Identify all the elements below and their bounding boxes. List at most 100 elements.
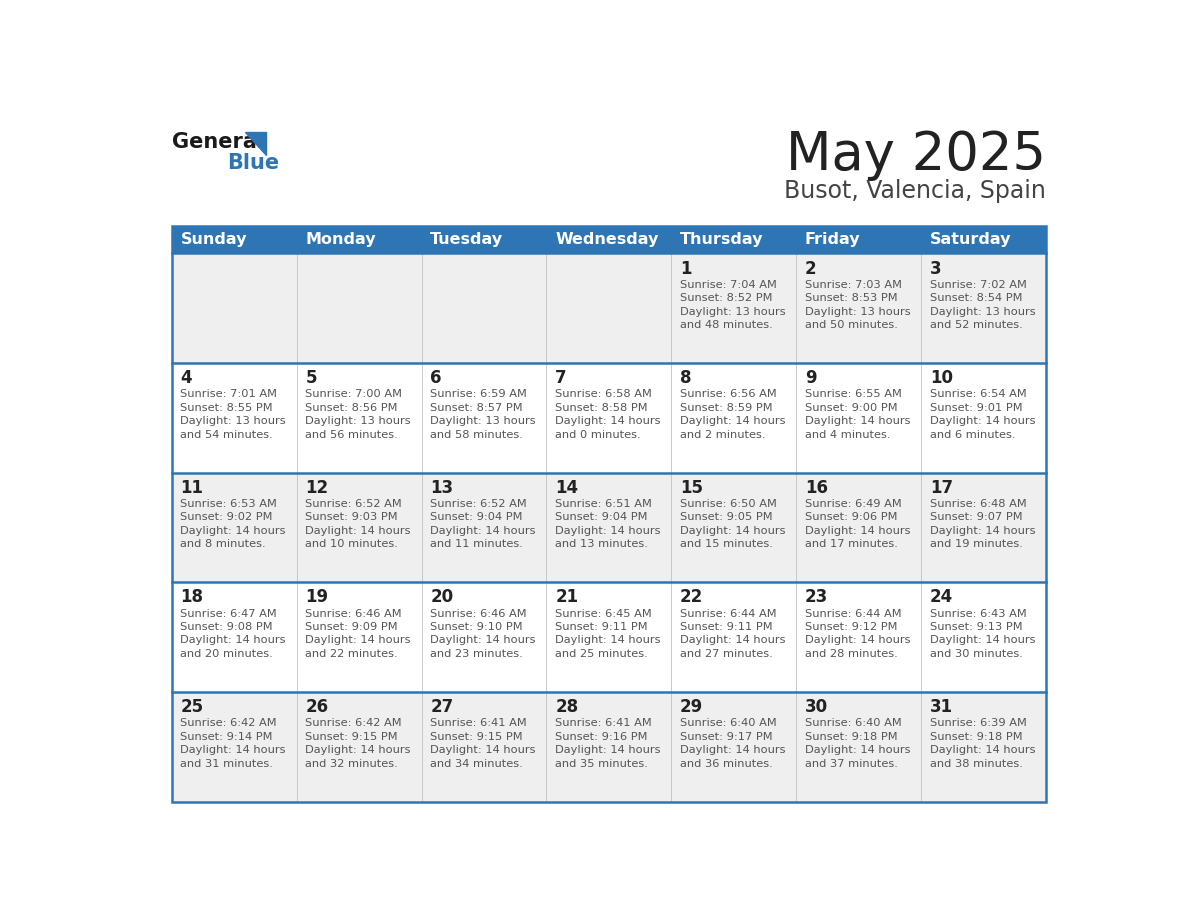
Text: and 23 minutes.: and 23 minutes. <box>430 649 523 659</box>
Text: Sunset: 9:12 PM: Sunset: 9:12 PM <box>805 622 897 632</box>
Bar <box>796 473 921 582</box>
Text: 7: 7 <box>555 369 567 387</box>
Text: Daylight: 13 hours: Daylight: 13 hours <box>805 307 910 317</box>
Text: Thursday: Thursday <box>680 232 764 247</box>
Text: Sunrise: 6:47 AM: Sunrise: 6:47 AM <box>181 609 277 619</box>
Text: Daylight: 14 hours: Daylight: 14 hours <box>680 526 785 536</box>
Bar <box>172 226 1045 801</box>
Bar <box>546 363 671 473</box>
Bar <box>671 582 796 692</box>
Bar <box>671 253 796 363</box>
Text: Sunrise: 7:02 AM: Sunrise: 7:02 AM <box>930 280 1026 289</box>
Text: 22: 22 <box>680 588 703 607</box>
Text: Sunset: 9:14 PM: Sunset: 9:14 PM <box>181 732 273 742</box>
Text: Sunset: 9:05 PM: Sunset: 9:05 PM <box>680 512 772 522</box>
Bar <box>546 226 671 253</box>
Text: and 54 minutes.: and 54 minutes. <box>181 430 273 440</box>
Bar <box>172 582 297 692</box>
Text: Sunrise: 7:04 AM: Sunrise: 7:04 AM <box>680 280 777 289</box>
Text: Sunset: 9:16 PM: Sunset: 9:16 PM <box>555 732 647 742</box>
Text: 17: 17 <box>930 479 953 497</box>
Text: and 6 minutes.: and 6 minutes. <box>930 430 1016 440</box>
Text: Sunrise: 6:44 AM: Sunrise: 6:44 AM <box>805 609 902 619</box>
Text: and 22 minutes.: and 22 minutes. <box>305 649 398 659</box>
Text: Sunrise: 6:42 AM: Sunrise: 6:42 AM <box>305 718 402 728</box>
Text: Sunset: 9:07 PM: Sunset: 9:07 PM <box>930 512 1023 522</box>
Bar <box>796 692 921 801</box>
Bar <box>796 226 921 253</box>
Text: and 35 minutes.: and 35 minutes. <box>555 758 647 768</box>
Text: Sunrise: 6:42 AM: Sunrise: 6:42 AM <box>181 718 277 728</box>
Text: Sunset: 9:04 PM: Sunset: 9:04 PM <box>555 512 647 522</box>
Text: Sunset: 9:01 PM: Sunset: 9:01 PM <box>930 403 1023 413</box>
Text: and 0 minutes.: and 0 minutes. <box>555 430 640 440</box>
Text: Daylight: 14 hours: Daylight: 14 hours <box>805 635 910 645</box>
Text: 14: 14 <box>555 479 579 497</box>
Bar <box>172 473 297 582</box>
Text: Sunset: 8:59 PM: Sunset: 8:59 PM <box>680 403 772 413</box>
Bar <box>297 692 422 801</box>
Bar <box>422 692 546 801</box>
Text: and 28 minutes.: and 28 minutes. <box>805 649 898 659</box>
Bar <box>172 226 297 253</box>
Text: Sunrise: 6:44 AM: Sunrise: 6:44 AM <box>680 609 777 619</box>
Text: Sunrise: 6:56 AM: Sunrise: 6:56 AM <box>680 389 777 399</box>
Bar <box>422 582 546 692</box>
Text: Sunset: 9:18 PM: Sunset: 9:18 PM <box>930 732 1023 742</box>
Text: Daylight: 14 hours: Daylight: 14 hours <box>930 745 1035 756</box>
Text: 31: 31 <box>930 698 953 716</box>
Text: Daylight: 13 hours: Daylight: 13 hours <box>430 416 536 426</box>
Text: and 27 minutes.: and 27 minutes. <box>680 649 772 659</box>
Text: 1: 1 <box>680 260 691 277</box>
Text: Daylight: 14 hours: Daylight: 14 hours <box>555 526 661 536</box>
Text: Daylight: 14 hours: Daylight: 14 hours <box>805 526 910 536</box>
Text: General: General <box>172 131 264 151</box>
Text: and 30 minutes.: and 30 minutes. <box>930 649 1023 659</box>
Text: Sunrise: 6:49 AM: Sunrise: 6:49 AM <box>805 498 902 509</box>
Text: Monday: Monday <box>305 232 377 247</box>
Text: 30: 30 <box>805 698 828 716</box>
Text: 9: 9 <box>805 369 816 387</box>
Bar <box>796 363 921 473</box>
Text: and 10 minutes.: and 10 minutes. <box>305 539 398 549</box>
Bar <box>546 582 671 692</box>
Text: Sunrise: 6:51 AM: Sunrise: 6:51 AM <box>555 498 652 509</box>
Text: Daylight: 14 hours: Daylight: 14 hours <box>555 745 661 756</box>
Text: Wednesday: Wednesday <box>555 232 658 247</box>
Text: Sunset: 8:55 PM: Sunset: 8:55 PM <box>181 403 273 413</box>
Text: Sunrise: 6:41 AM: Sunrise: 6:41 AM <box>555 718 652 728</box>
Text: Sunset: 9:02 PM: Sunset: 9:02 PM <box>181 512 273 522</box>
Bar <box>921 582 1045 692</box>
Text: 28: 28 <box>555 698 579 716</box>
Text: Sunrise: 6:46 AM: Sunrise: 6:46 AM <box>305 609 402 619</box>
Text: Sunset: 8:52 PM: Sunset: 8:52 PM <box>680 293 772 303</box>
Bar <box>796 253 921 363</box>
Text: Daylight: 13 hours: Daylight: 13 hours <box>181 416 286 426</box>
Text: Daylight: 14 hours: Daylight: 14 hours <box>805 416 910 426</box>
Text: Saturday: Saturday <box>930 232 1011 247</box>
Text: Daylight: 14 hours: Daylight: 14 hours <box>680 745 785 756</box>
Text: Sunset: 9:18 PM: Sunset: 9:18 PM <box>805 732 898 742</box>
Text: 26: 26 <box>305 698 329 716</box>
Text: Daylight: 14 hours: Daylight: 14 hours <box>181 635 286 645</box>
Text: and 13 minutes.: and 13 minutes. <box>555 539 647 549</box>
Bar <box>172 253 297 363</box>
Polygon shape <box>246 132 266 155</box>
Text: 4: 4 <box>181 369 192 387</box>
Text: Sunrise: 7:00 AM: Sunrise: 7:00 AM <box>305 389 403 399</box>
Text: and 32 minutes.: and 32 minutes. <box>305 758 398 768</box>
Text: Blue: Blue <box>228 152 279 173</box>
Text: 25: 25 <box>181 698 203 716</box>
Text: Daylight: 14 hours: Daylight: 14 hours <box>680 416 785 426</box>
Text: Daylight: 14 hours: Daylight: 14 hours <box>555 416 661 426</box>
Text: Sunrise: 6:54 AM: Sunrise: 6:54 AM <box>930 389 1026 399</box>
Text: Daylight: 13 hours: Daylight: 13 hours <box>680 307 785 317</box>
Text: and 25 minutes.: and 25 minutes. <box>555 649 647 659</box>
Text: 29: 29 <box>680 698 703 716</box>
Text: Sunrise: 7:03 AM: Sunrise: 7:03 AM <box>805 280 902 289</box>
Text: and 48 minutes.: and 48 minutes. <box>680 320 772 330</box>
Text: and 4 minutes.: and 4 minutes. <box>805 430 891 440</box>
Text: 21: 21 <box>555 588 579 607</box>
Text: Sunset: 8:56 PM: Sunset: 8:56 PM <box>305 403 398 413</box>
Bar <box>297 253 422 363</box>
